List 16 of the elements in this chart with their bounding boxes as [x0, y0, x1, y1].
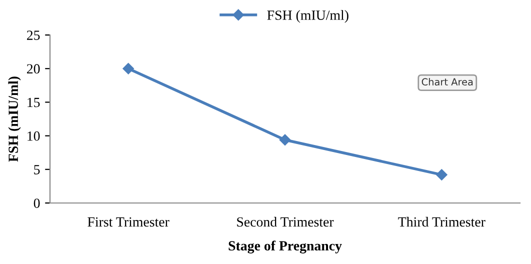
x-tick-label: First Trimester — [88, 217, 170, 227]
y-tick-label: 25 — [27, 30, 40, 40]
annotation: Chart Area — [422, 78, 473, 86]
y-tick-label: 15 — [28, 98, 40, 108]
legend-label: FSH (mIU/ml) — [267, 10, 348, 23]
point — [279, 134, 291, 146]
x-tick-label: Third Trimester — [398, 216, 486, 227]
y-tick-label: 20 — [27, 64, 40, 74]
y-tick-label: 5 — [34, 165, 40, 174]
x-axis-title: Stage of Pregnancy — [228, 240, 342, 254]
point — [436, 169, 448, 180]
y-axis-title: FSH (mIU/ml) — [8, 76, 21, 162]
point — [122, 62, 134, 74]
y-tick-label: 10 — [28, 131, 40, 141]
y-tick-label: 0 — [34, 198, 40, 208]
x-tick-label: Second Trimester — [237, 216, 334, 227]
